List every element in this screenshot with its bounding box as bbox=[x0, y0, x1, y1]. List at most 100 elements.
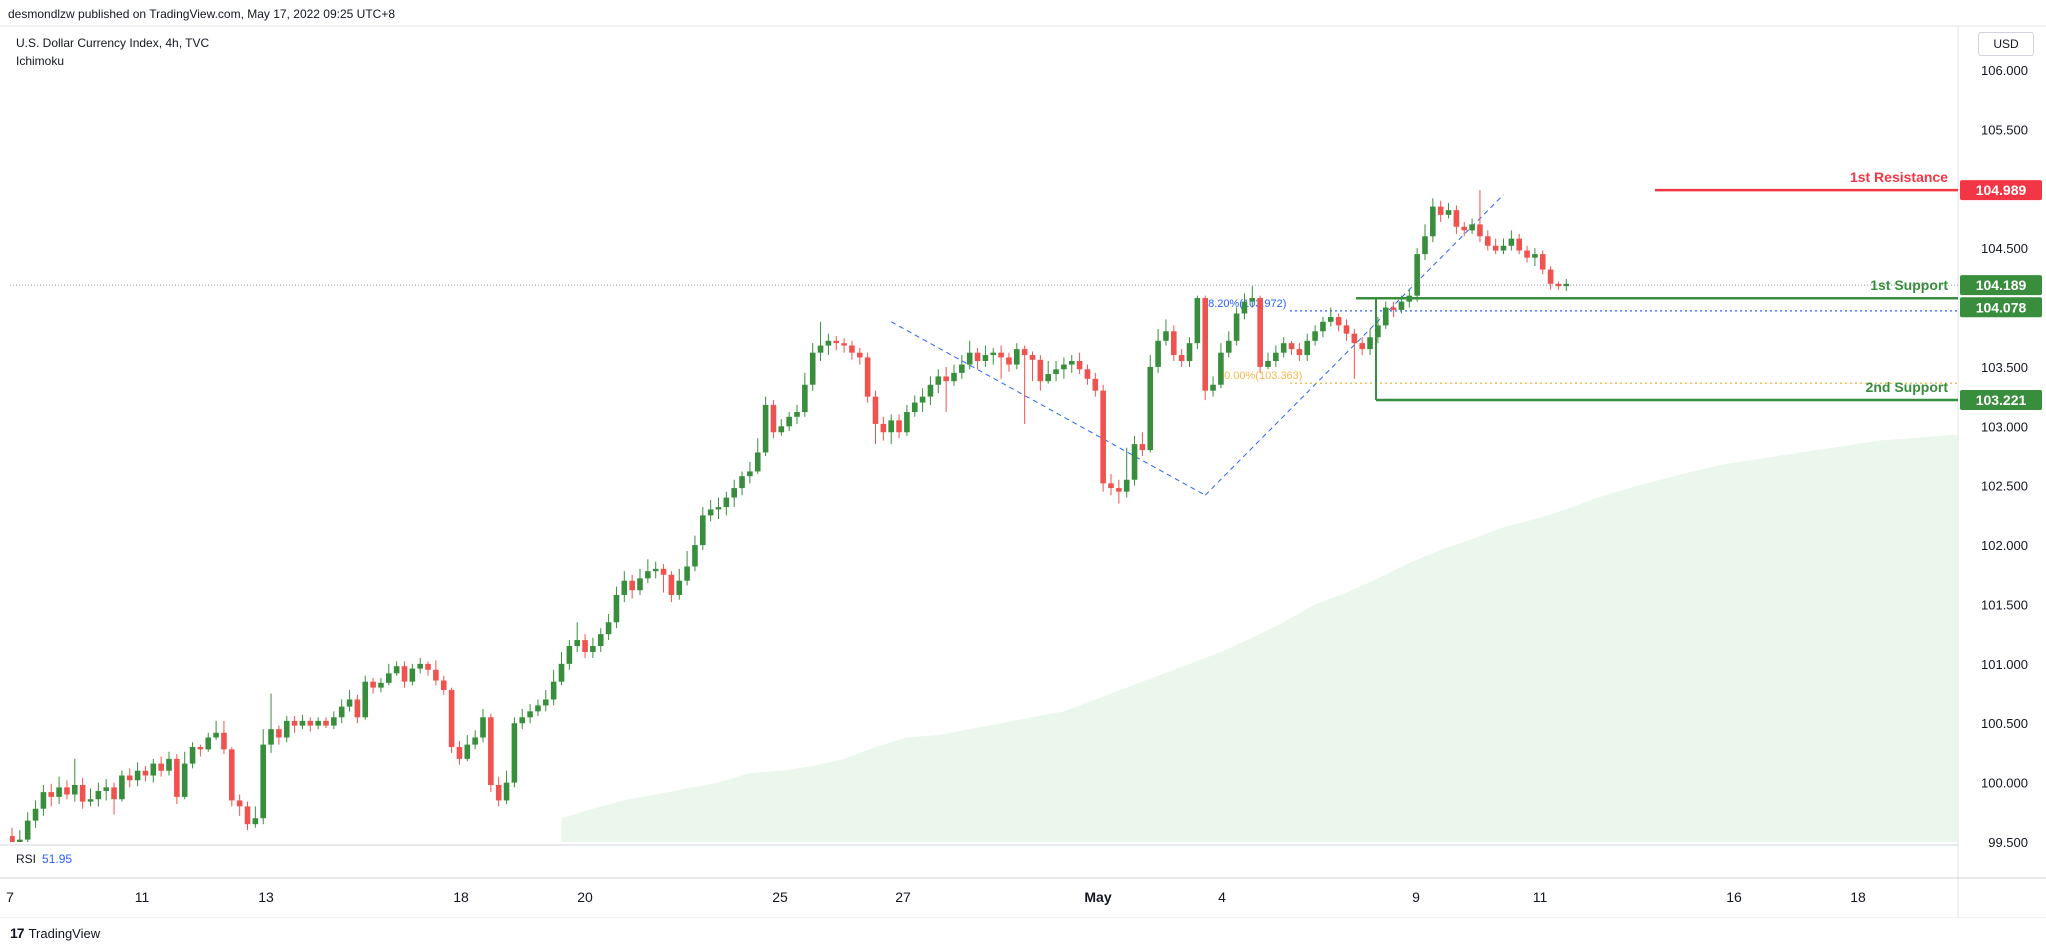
candle bbox=[621, 571, 628, 603]
candle bbox=[315, 717, 321, 730]
candle bbox=[676, 568, 683, 600]
candle bbox=[809, 343, 816, 391]
candle bbox=[64, 780, 70, 800]
instrument-title[interactable]: U.S. Dollar Currency Index, 4h, TVC bbox=[16, 36, 210, 50]
candle bbox=[527, 704, 533, 724]
candle bbox=[205, 732, 212, 752]
candle-body bbox=[535, 705, 541, 712]
candle bbox=[378, 678, 384, 693]
x-tick-label: 25 bbox=[772, 889, 788, 905]
candle-body bbox=[134, 770, 141, 781]
candle bbox=[1414, 248, 1420, 302]
candle bbox=[597, 628, 604, 652]
candle-body bbox=[440, 680, 447, 690]
candle-body bbox=[1516, 238, 1522, 251]
candle-body bbox=[1225, 340, 1232, 353]
candle bbox=[1241, 293, 1248, 320]
candle bbox=[645, 559, 651, 584]
candle bbox=[1053, 360, 1059, 382]
currency-button[interactable]: USD bbox=[1978, 32, 2034, 56]
candle bbox=[10, 827, 15, 842]
candle-body bbox=[1171, 331, 1177, 356]
candle bbox=[951, 364, 957, 386]
candle bbox=[566, 640, 573, 670]
x-tick-label: 18 bbox=[453, 889, 469, 905]
candle bbox=[17, 830, 23, 842]
candle bbox=[1335, 313, 1342, 332]
candle-body bbox=[605, 622, 612, 635]
candle-body bbox=[566, 646, 573, 664]
candle bbox=[134, 762, 141, 787]
y-tick-label: 103.000 bbox=[1981, 419, 2028, 434]
candle-body bbox=[323, 720, 329, 726]
candle-body bbox=[354, 699, 361, 718]
candle bbox=[739, 471, 745, 496]
candle bbox=[464, 735, 471, 762]
y-tick-label: 104.500 bbox=[1981, 241, 2028, 256]
candle bbox=[1249, 286, 1256, 308]
candle bbox=[119, 770, 125, 802]
candle bbox=[998, 345, 1004, 379]
candle-body bbox=[244, 806, 251, 825]
candle bbox=[1273, 345, 1279, 367]
candle bbox=[1547, 265, 1554, 290]
candle-body bbox=[283, 720, 290, 738]
tradingview-brand[interactable]: 17 TradingView bbox=[10, 925, 100, 941]
candle bbox=[103, 779, 109, 801]
candle-body bbox=[1053, 369, 1059, 375]
candle bbox=[754, 438, 761, 474]
candle-body bbox=[1359, 343, 1365, 350]
candle-body bbox=[174, 758, 180, 797]
candle bbox=[1171, 325, 1177, 361]
candle-body bbox=[1163, 331, 1169, 341]
candle-body bbox=[990, 352, 997, 356]
candle bbox=[770, 400, 777, 439]
candle bbox=[911, 395, 918, 417]
candle-body bbox=[1100, 390, 1106, 484]
y-tick-label: 101.000 bbox=[1981, 657, 2028, 672]
candle-body bbox=[754, 452, 761, 472]
candle bbox=[1178, 349, 1185, 367]
candle bbox=[229, 746, 235, 807]
y-tick-label: 100.000 bbox=[1981, 776, 2028, 791]
candle bbox=[56, 776, 62, 804]
candle bbox=[888, 414, 894, 445]
candle bbox=[197, 744, 204, 757]
candle-body bbox=[1492, 245, 1499, 251]
candle-body bbox=[488, 717, 494, 785]
candle bbox=[1014, 343, 1020, 370]
candle-body bbox=[951, 372, 957, 382]
candle bbox=[488, 713, 494, 793]
candle bbox=[1485, 230, 1491, 251]
candle bbox=[825, 333, 832, 356]
plot-area: 38.20%(103.972)50.00%(103.363) bbox=[10, 188, 1958, 842]
candle-body bbox=[927, 384, 934, 397]
x-tick-label: 27 bbox=[895, 889, 911, 905]
x-tick-label: 13 bbox=[258, 889, 274, 905]
candle bbox=[1029, 351, 1036, 382]
candle bbox=[503, 770, 510, 804]
candle-body bbox=[79, 784, 86, 802]
candle bbox=[590, 637, 596, 658]
candle-body bbox=[1288, 343, 1295, 350]
candle-body bbox=[56, 787, 62, 797]
candle bbox=[1563, 279, 1570, 291]
candle bbox=[1469, 218, 1475, 234]
price-chart[interactable]: 38.20%(103.972)50.00%(103.363) 1st Resist… bbox=[0, 0, 2046, 918]
candle-body bbox=[700, 515, 706, 546]
candle bbox=[1532, 248, 1538, 266]
indicator-label[interactable]: Ichimoku bbox=[16, 54, 65, 68]
candle bbox=[1037, 355, 1044, 391]
candle-body bbox=[1351, 333, 1358, 344]
candle-body bbox=[393, 666, 400, 674]
candle bbox=[260, 729, 266, 825]
last-price-tag: 104.189 bbox=[1976, 277, 2027, 293]
candle bbox=[982, 345, 989, 367]
candle-body bbox=[307, 720, 314, 726]
candle bbox=[1508, 230, 1515, 251]
candle-body bbox=[346, 699, 353, 707]
support1-price-tag: 104.078 bbox=[1976, 299, 2027, 315]
rsi-legend[interactable]: RSI 51.95 bbox=[16, 852, 72, 866]
candle-body bbox=[778, 426, 785, 433]
level-label-1st-resistance: 1st Resistance bbox=[1850, 169, 1948, 185]
